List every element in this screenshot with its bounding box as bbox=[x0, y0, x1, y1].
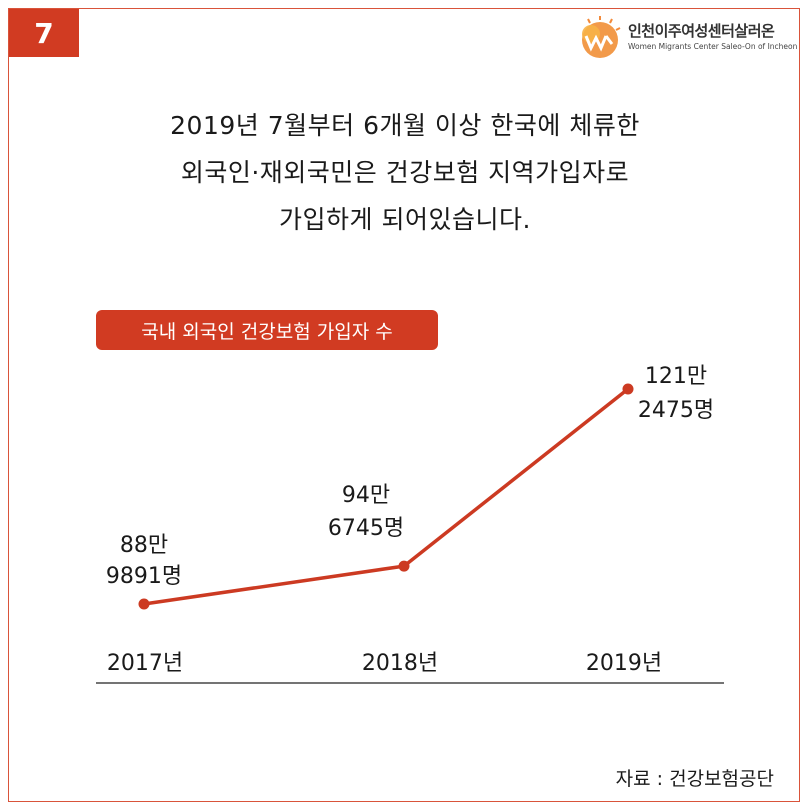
data-point bbox=[138, 598, 150, 610]
headline-line-3: 가입하게 되어있습니다. bbox=[279, 205, 531, 234]
data-label-secondary: 9891명 bbox=[106, 564, 182, 589]
data-label-primary: 88만 bbox=[120, 533, 168, 558]
data-label-secondary: 2475명 bbox=[638, 398, 714, 423]
logo-name: 인천이주여성센터살러온 bbox=[628, 22, 775, 40]
x-tick-label: 2019년 bbox=[586, 651, 662, 676]
logo-subtitle: Women Migrants Center Saleo-On of Incheo… bbox=[628, 42, 798, 51]
data-label-primary: 94만 bbox=[342, 483, 390, 508]
page-number-badge: 7 bbox=[9, 9, 79, 57]
logo: 인천이주여성센터살러온 Women Migrants Center Saleo-… bbox=[576, 14, 798, 62]
headline-line-2: 외국인·재외국민은 건강보험 지역가입자로 bbox=[180, 158, 630, 187]
data-point bbox=[622, 383, 634, 395]
chart-title: 국내 외국인 건강보험 가입자 수 bbox=[96, 310, 438, 350]
source-note: 자료 : 건강보험공단 bbox=[615, 768, 774, 790]
x-tick-label: 2018년 bbox=[362, 651, 438, 676]
headline: 2019년 7월부터 6개월 이상 한국에 체류한 외국인·재외국민은 건강보험… bbox=[0, 102, 810, 243]
data-label-secondary: 6745명 bbox=[328, 516, 404, 541]
headline-line-1: 2019년 7월부터 6개월 이상 한국에 체류한 bbox=[170, 111, 640, 140]
data-point bbox=[398, 560, 410, 572]
data-label-primary: 121만 bbox=[645, 364, 707, 389]
card-frame: 7 bbox=[8, 8, 800, 802]
logo-mark-icon bbox=[582, 16, 621, 58]
x-tick-label: 2017년 bbox=[107, 651, 183, 676]
